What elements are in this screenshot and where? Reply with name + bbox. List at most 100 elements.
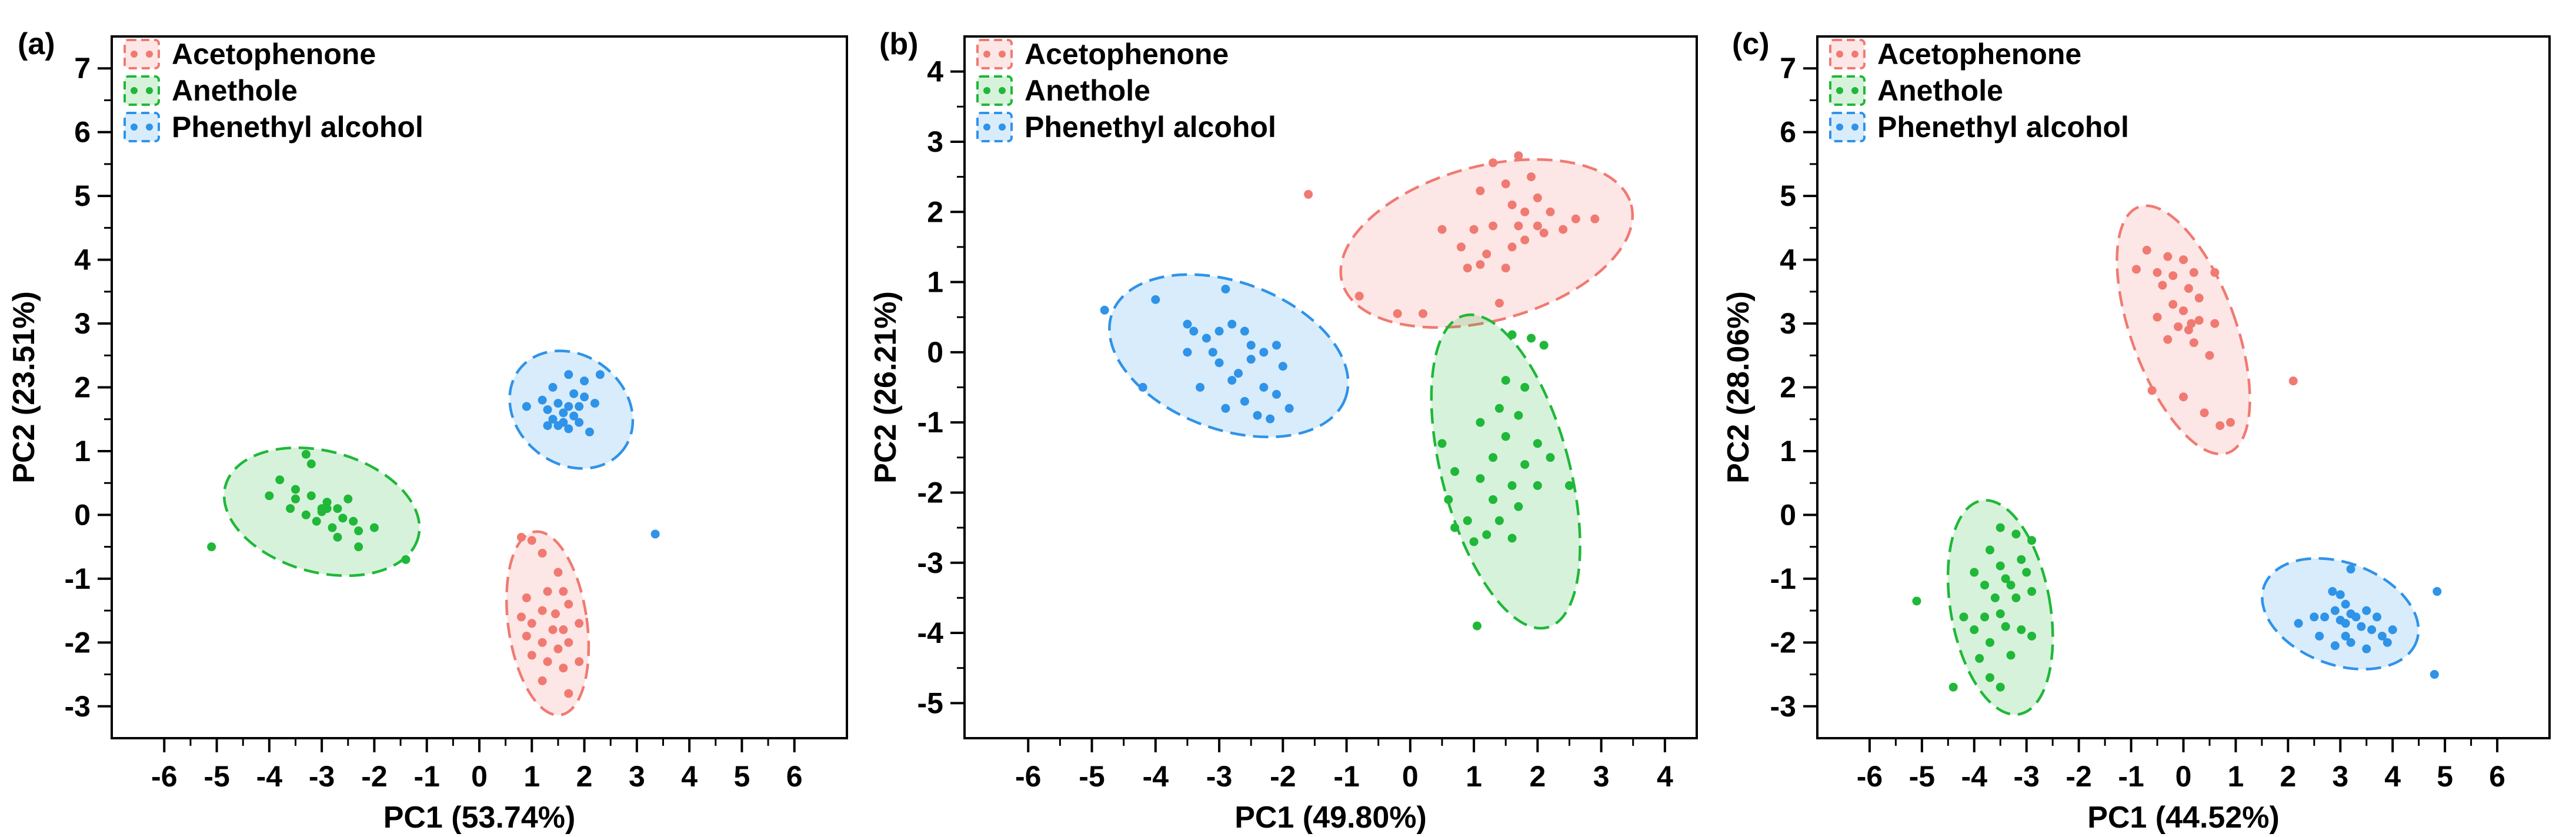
legend-label: Anethole	[1877, 74, 2003, 107]
data-point	[2294, 619, 2303, 628]
legend-dot	[1851, 87, 1858, 94]
y-tick-label: 4	[927, 55, 943, 88]
data-point	[1259, 348, 1269, 357]
legend-item-acetophenone: Acetophenone	[976, 38, 1229, 71]
data-point	[2215, 421, 2225, 431]
x-tick-label: -2	[361, 760, 387, 793]
data-point	[564, 689, 573, 698]
data-point	[1990, 593, 2000, 602]
data-point	[2315, 631, 2324, 641]
data-point	[1912, 596, 1921, 606]
y-axis-title: PC2 (26.21%)	[869, 291, 903, 483]
data-point	[1214, 358, 1224, 368]
data-point	[553, 399, 563, 408]
legend-item-anethole: Anethole	[976, 74, 1150, 107]
data-point	[564, 370, 573, 379]
data-point	[306, 459, 316, 469]
data-point	[575, 619, 584, 628]
data-point	[569, 411, 579, 421]
data-point	[1437, 225, 1447, 234]
data-point	[2346, 565, 2355, 574]
data-point	[1985, 545, 1994, 555]
data-point	[550, 609, 560, 619]
data-point	[2158, 281, 2167, 290]
x-tick-label: 4	[2384, 760, 2401, 793]
legend-dot	[1836, 51, 1843, 58]
data-point	[1546, 453, 1555, 462]
data-point	[1444, 495, 1453, 504]
data-point	[548, 383, 558, 392]
data-point	[1501, 264, 1510, 273]
data-point	[1520, 235, 1530, 245]
x-tick-label: -6	[151, 760, 177, 793]
data-point	[1520, 207, 1530, 216]
data-point	[2163, 335, 2173, 344]
data-point	[1418, 309, 1427, 318]
data-point	[301, 510, 311, 519]
data-point	[2168, 300, 2178, 309]
x-tick-label: 0	[1402, 760, 1419, 793]
data-point	[1985, 673, 1994, 682]
data-point	[312, 516, 321, 526]
data-point	[2210, 268, 2220, 277]
data-point	[1520, 460, 1530, 469]
data-point	[1482, 249, 1491, 259]
data-point	[2330, 606, 2340, 615]
series-phenethyl	[2261, 557, 2442, 679]
data-point	[1975, 653, 1984, 663]
data-point	[2351, 612, 2361, 622]
data-point	[1571, 214, 1580, 224]
data-point	[527, 536, 536, 545]
chart-panel-2: (b) -6 -5 -4 -3 -2 -1 0 1 2 3 4 -5 -4 -3 -2 -1 0 1 2 3 4 PC1 (…	[869, 27, 1698, 835]
x-axis-title: PC1 (53.74%)	[383, 801, 576, 835]
data-point	[1354, 291, 1364, 301]
y-tick-label: 7	[74, 52, 91, 85]
legend-item-anethole: Anethole	[1829, 74, 2003, 107]
data-point	[1437, 439, 1447, 448]
legend-dot	[1851, 51, 1858, 58]
data-point	[538, 676, 547, 685]
data-point	[2163, 252, 2173, 261]
data-point	[548, 415, 558, 424]
data-point	[1564, 481, 1574, 491]
data-point	[538, 606, 547, 615]
data-point	[1507, 533, 1517, 543]
data-point	[650, 529, 660, 539]
data-point	[1507, 242, 1517, 252]
data-point	[1489, 221, 1498, 231]
data-point	[1507, 330, 1517, 339]
data-point	[2187, 319, 2196, 328]
data-point	[1546, 207, 1555, 216]
legend-swatch	[976, 39, 1013, 69]
data-point	[1469, 225, 1479, 234]
confidence-ellipse	[2261, 557, 2420, 671]
x-tick-label: -1	[2118, 760, 2144, 793]
data-point	[349, 516, 358, 526]
x-tick-label: 4	[1657, 760, 1673, 793]
x-tick-label: 2	[576, 760, 593, 793]
panel-label: (c)	[1732, 27, 1770, 61]
data-point	[1272, 389, 1281, 399]
data-point	[1501, 179, 1510, 189]
y-tick-label: 1	[927, 266, 943, 299]
data-point	[1221, 404, 1230, 413]
x-axis-title: PC1 (44.52%)	[2087, 801, 2280, 835]
data-point	[580, 392, 589, 402]
x-tick-label: 1	[523, 760, 540, 793]
legend-swatch	[1829, 112, 1866, 142]
data-point	[1151, 295, 1160, 304]
data-point	[1227, 376, 1237, 385]
y-tick-label: 5	[1780, 179, 1796, 212]
data-point	[333, 504, 342, 513]
data-point	[328, 523, 337, 532]
data-point	[2288, 376, 2298, 386]
y-tick-label: -3	[65, 690, 91, 723]
data-point	[1456, 242, 1466, 252]
data-point	[2373, 612, 2382, 622]
legend-dot	[1836, 87, 1843, 94]
data-point	[2210, 319, 2220, 328]
data-point	[553, 644, 563, 653]
x-tick-label: 4	[681, 760, 698, 793]
data-point	[1221, 284, 1230, 294]
y-tick-label: 6	[74, 116, 91, 149]
